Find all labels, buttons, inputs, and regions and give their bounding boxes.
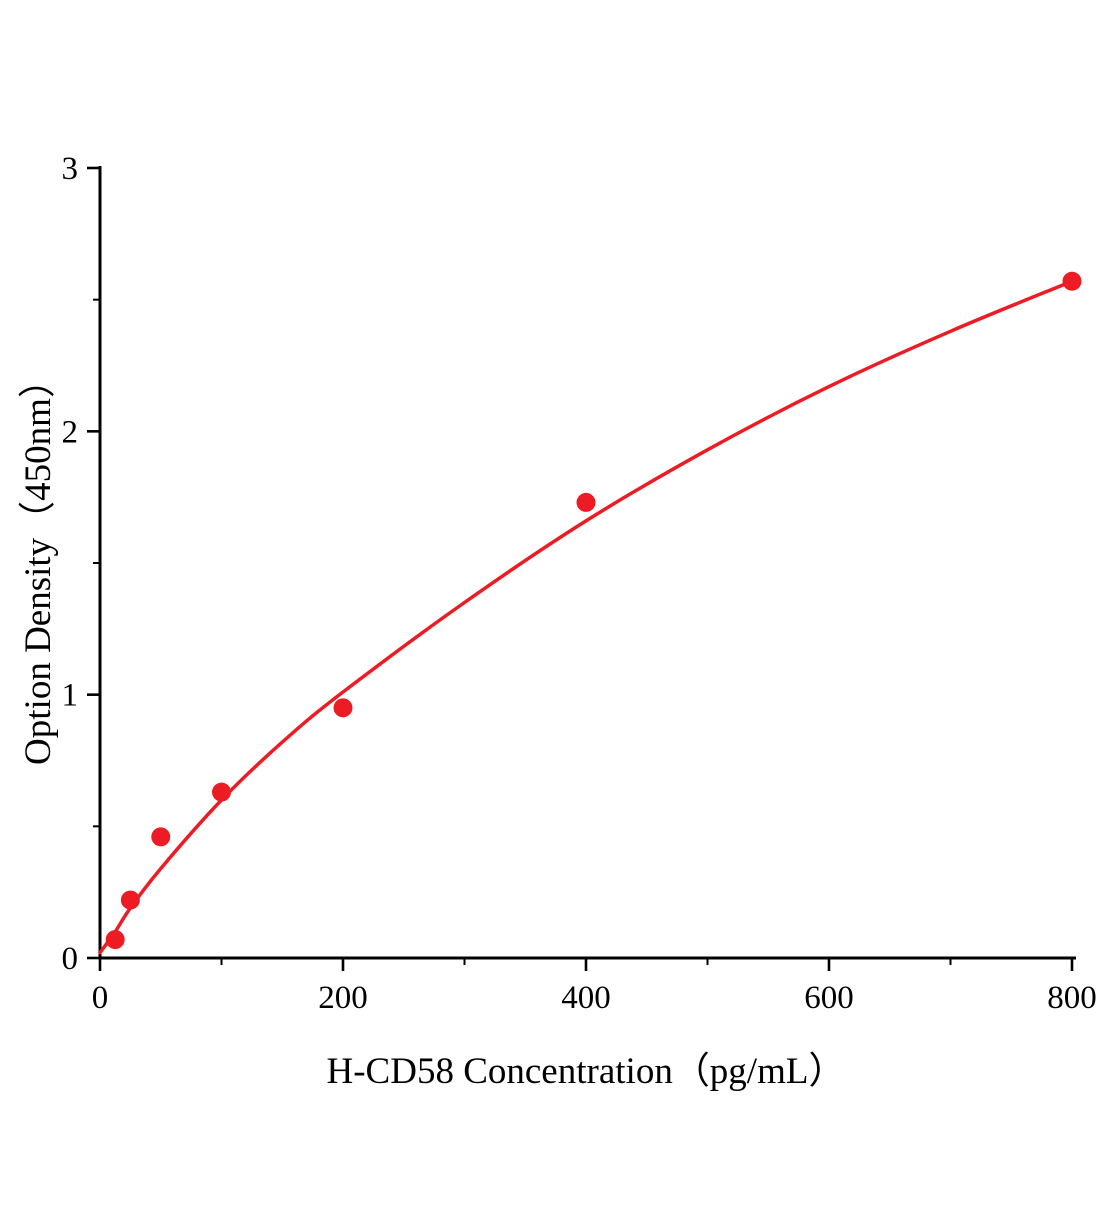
x-tick-label: 600 [804, 980, 854, 1016]
x-axis-title: H-CD58 Concentration（pg/mL） [326, 1051, 846, 1092]
y-tick-label: 0 [62, 941, 79, 977]
x-tick-label: 800 [1047, 980, 1097, 1016]
data-point [212, 782, 231, 802]
x-tick-label: 400 [561, 980, 611, 1016]
y-tick-label: 1 [62, 678, 79, 714]
data-point [1062, 271, 1082, 291]
fit-curve [98, 279, 1074, 955]
data-point [151, 827, 171, 847]
x-tick-label: 200 [318, 980, 368, 1016]
x-tick-label: 0 [92, 980, 109, 1016]
data-point [105, 930, 125, 950]
y-tick-label: 2 [62, 414, 79, 450]
data-point [576, 492, 596, 512]
y-axis-title: Option Density（450nm） [18, 361, 59, 765]
y-tick-label: 3 [62, 151, 79, 187]
data-point [333, 698, 353, 718]
data-point [120, 890, 140, 910]
